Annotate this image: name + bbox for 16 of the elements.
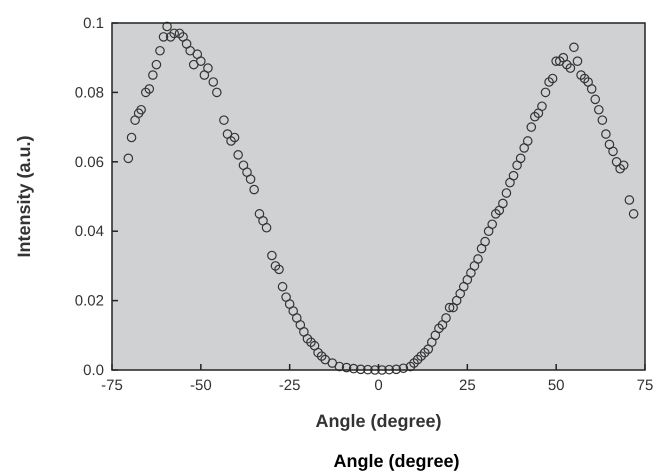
x-axis-title: Angle (degree) [315,411,442,431]
y-tick-label: 0.0 [83,362,104,379]
y-tick-label: 0.06 [74,154,104,171]
y-tick-label: 0.04 [74,223,104,240]
x-tick-label: 50 [548,377,565,394]
y-tick-label: 0.02 [74,292,104,310]
text: Angle (degree) [333,451,460,471]
x-tick-label: 0 [374,377,383,394]
x-tick-label: -25 [278,377,301,394]
x-tick-label: -50 [190,377,212,394]
x-tick-label: -75 [101,377,123,394]
x-tick-label: 75 [636,377,654,394]
y-tick-label: 0.1 [83,15,104,32]
x-tick-label: 25 [458,377,476,394]
y-axis-title: Intensity (a.u.) [14,135,34,258]
y-tick-label: 0.08 [74,84,104,102]
